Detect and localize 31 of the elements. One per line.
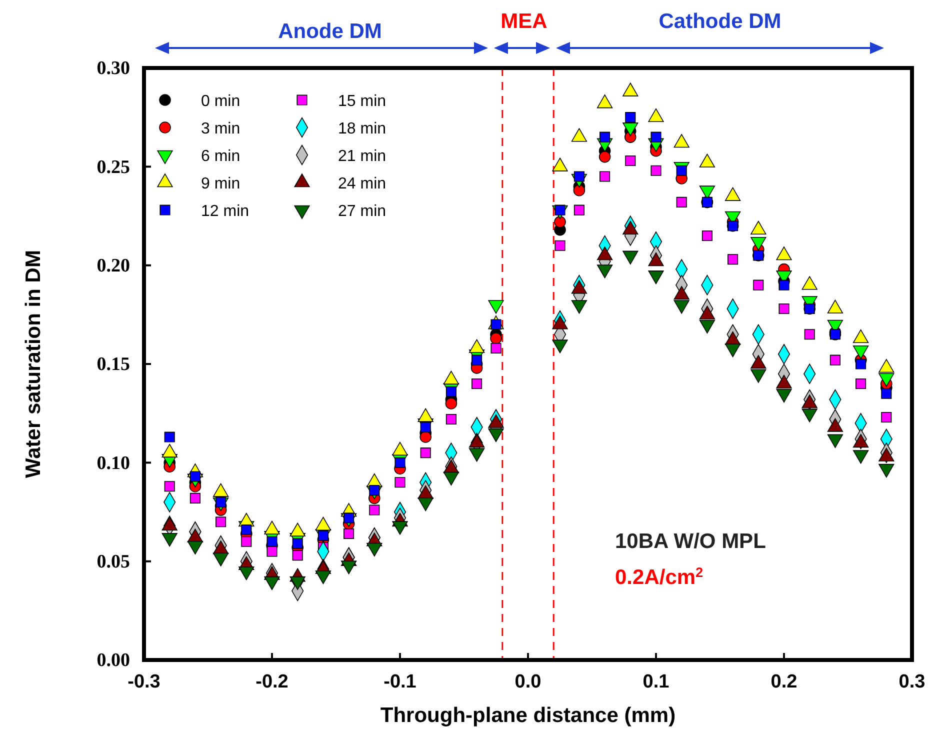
text: MEA bbox=[500, 10, 548, 33]
legend-label: 21 min bbox=[338, 148, 386, 165]
y-tick-label: 0.30 bbox=[96, 58, 130, 80]
x-tick-label: -0.3 bbox=[128, 671, 160, 692]
legend-label: 27 min bbox=[338, 203, 386, 220]
legend-label: 24 min bbox=[338, 176, 386, 192]
x-axis-title: Through-plane distance (mm) bbox=[380, 704, 676, 727]
annotation: 0.2A/cm$^{2}$ bbox=[615, 564, 704, 589]
x-tick-label: 0.3 bbox=[898, 671, 926, 692]
x-tick-label: 0.0 bbox=[514, 671, 542, 692]
x-tick-label: -0.1 bbox=[384, 671, 417, 692]
y-tick-label: 0.10 bbox=[96, 452, 130, 474]
legend-label: 12 min bbox=[201, 203, 250, 220]
x-tick-label: 0.1 bbox=[642, 671, 670, 692]
y-tick-label: 0.15 bbox=[96, 354, 130, 376]
legend-label: 3 min bbox=[201, 120, 240, 138]
y-axis-title: Water saturation in DM bbox=[22, 250, 45, 478]
y-tick-label: 0.25 bbox=[96, 156, 130, 178]
legend-label: 15 min bbox=[338, 93, 386, 110]
annotation: 10BA W/O MPL bbox=[615, 530, 766, 553]
legend-label: 18 min bbox=[338, 120, 386, 138]
legend-label: 6 min bbox=[201, 148, 240, 165]
x-tick-label: 0.2 bbox=[770, 671, 798, 692]
x-tick-label: -0.2 bbox=[256, 671, 288, 692]
y-tick-label: 0.05 bbox=[96, 551, 130, 572]
legend-label: 0 min bbox=[201, 93, 240, 110]
y-tick-label: 0.00 bbox=[96, 650, 130, 672]
text: Anode DM bbox=[278, 20, 382, 43]
legend-label: 9 min bbox=[201, 176, 240, 192]
text: Cathode DM bbox=[658, 10, 782, 33]
y-tick-label: 0.20 bbox=[96, 255, 130, 276]
